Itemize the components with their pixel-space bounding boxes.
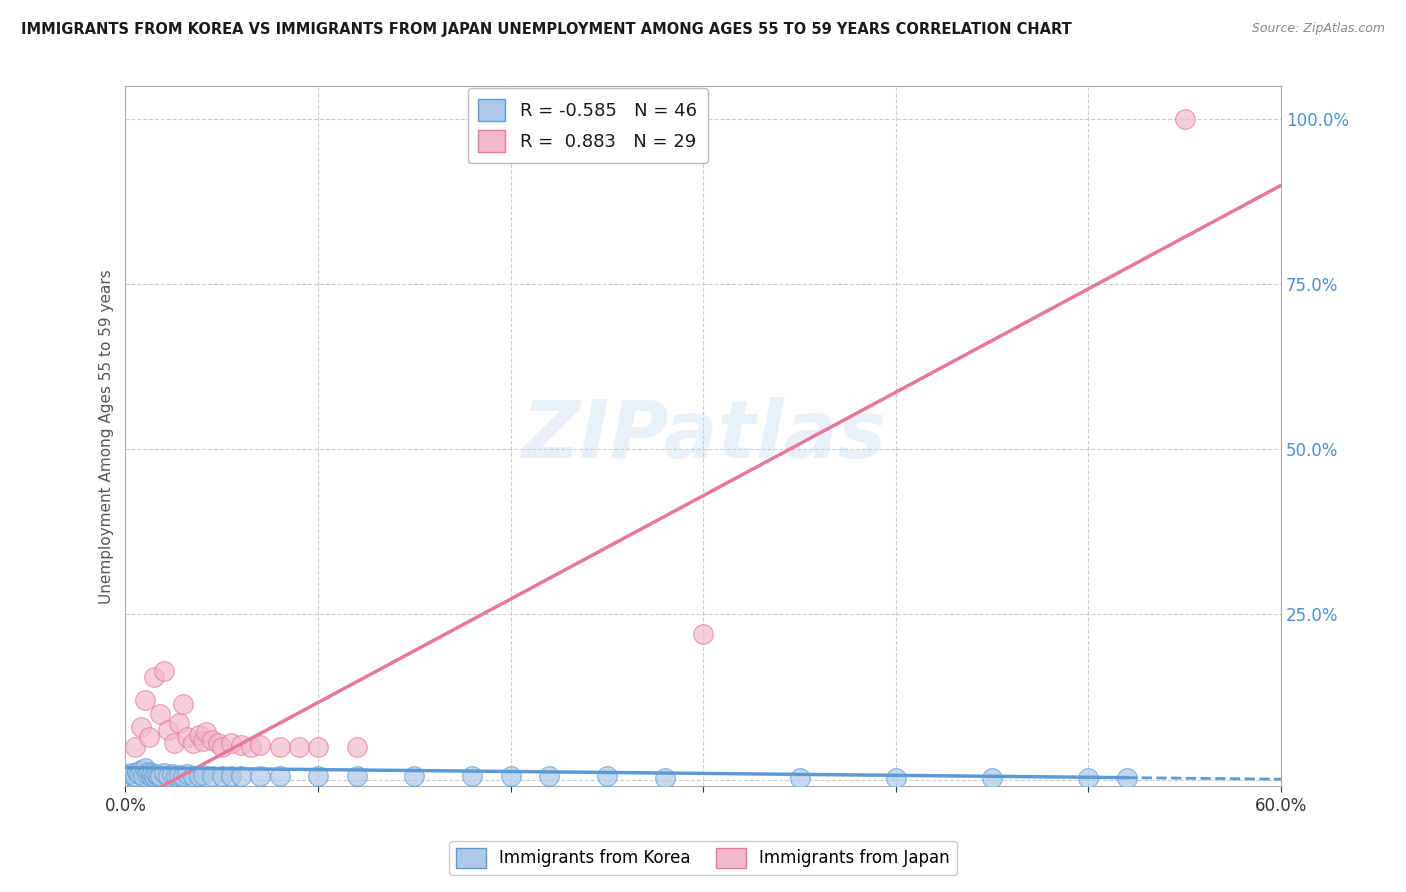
Point <box>221 769 243 783</box>
Point <box>229 769 252 783</box>
Point <box>138 730 160 744</box>
Point <box>654 771 676 785</box>
Point <box>145 767 167 781</box>
Point <box>143 670 166 684</box>
Point <box>307 739 329 754</box>
Point <box>207 736 229 750</box>
Point <box>191 734 214 748</box>
Point <box>118 767 141 781</box>
Point <box>129 720 152 734</box>
Point <box>129 763 152 777</box>
Point <box>128 767 150 781</box>
Point <box>346 739 368 754</box>
Point <box>229 738 252 752</box>
Point <box>172 769 194 783</box>
Point <box>165 769 187 783</box>
Point <box>120 766 142 780</box>
Point <box>134 761 156 775</box>
Point <box>187 728 209 742</box>
Point <box>135 767 157 781</box>
Point <box>221 736 243 750</box>
Point <box>239 739 262 754</box>
Legend: Immigrants from Korea, Immigrants from Japan: Immigrants from Korea, Immigrants from J… <box>450 841 956 875</box>
Point <box>181 736 204 750</box>
Point <box>269 739 291 754</box>
Point <box>187 769 209 783</box>
Point <box>156 768 179 782</box>
Point <box>499 769 522 783</box>
Point <box>172 697 194 711</box>
Point <box>134 693 156 707</box>
Point <box>124 768 146 782</box>
Point <box>789 771 811 785</box>
Point <box>269 769 291 783</box>
Point <box>169 768 191 782</box>
Point <box>153 664 176 678</box>
Point <box>1115 771 1137 785</box>
Point <box>195 725 218 739</box>
Point <box>201 733 224 747</box>
Point <box>124 739 146 754</box>
Point <box>201 769 224 783</box>
Point <box>692 627 714 641</box>
Point <box>143 769 166 783</box>
Point <box>288 739 311 754</box>
Point <box>156 723 179 737</box>
Point <box>125 764 148 779</box>
Legend: R = -0.585   N = 46, R =  0.883   N = 29: R = -0.585 N = 46, R = 0.883 N = 29 <box>468 88 707 163</box>
Y-axis label: Unemployment Among Ages 55 to 59 years: Unemployment Among Ages 55 to 59 years <box>100 268 114 604</box>
Point <box>1174 112 1197 127</box>
Point <box>149 769 172 783</box>
Point <box>1077 771 1099 785</box>
Point <box>181 768 204 782</box>
Point <box>138 764 160 779</box>
Point <box>307 769 329 783</box>
Point <box>211 739 233 754</box>
Point <box>538 769 561 783</box>
Point <box>114 769 136 783</box>
Point <box>211 768 233 782</box>
Point <box>249 769 271 783</box>
Text: Source: ZipAtlas.com: Source: ZipAtlas.com <box>1251 22 1385 36</box>
Point <box>249 738 271 752</box>
Point <box>461 769 484 783</box>
Point <box>169 716 191 731</box>
Point <box>132 769 155 783</box>
Point <box>153 766 176 780</box>
Point <box>149 706 172 721</box>
Point <box>139 768 162 782</box>
Point <box>596 769 619 783</box>
Point <box>346 769 368 783</box>
Text: ZIPatlas: ZIPatlas <box>520 397 886 475</box>
Point <box>160 767 183 781</box>
Point <box>981 771 1004 785</box>
Point <box>176 730 198 744</box>
Point <box>191 768 214 782</box>
Point <box>162 736 184 750</box>
Point <box>884 771 907 785</box>
Point <box>404 769 426 783</box>
Point <box>148 768 170 782</box>
Point <box>176 767 198 781</box>
Text: IMMIGRANTS FROM KOREA VS IMMIGRANTS FROM JAPAN UNEMPLOYMENT AMONG AGES 55 TO 59 : IMMIGRANTS FROM KOREA VS IMMIGRANTS FROM… <box>21 22 1071 37</box>
Point <box>141 766 163 780</box>
